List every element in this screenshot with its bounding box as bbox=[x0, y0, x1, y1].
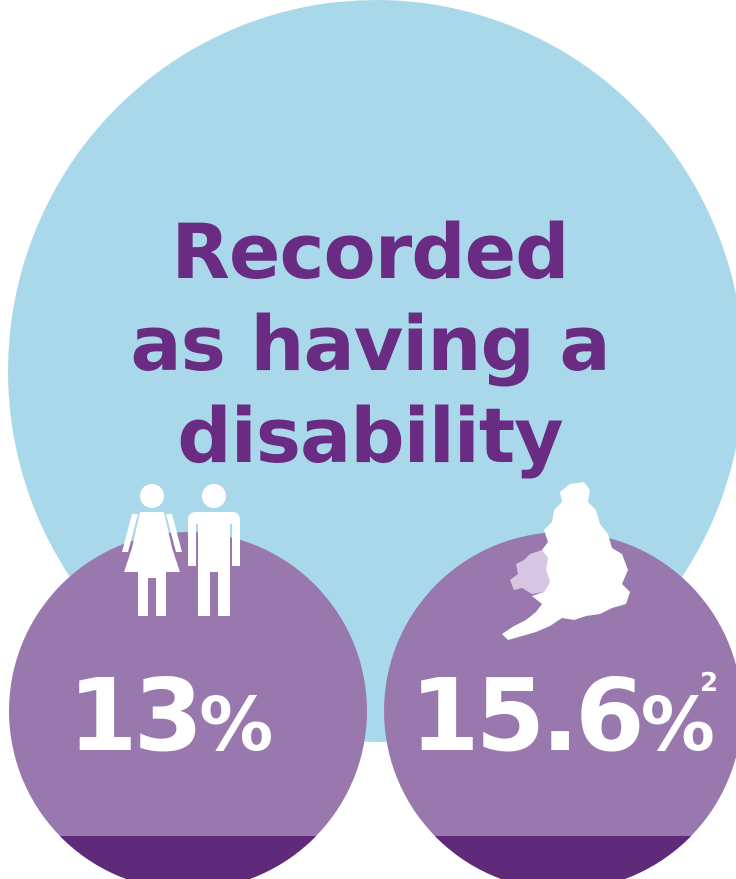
people-icon bbox=[122, 484, 240, 616]
percent-sign: % bbox=[199, 682, 274, 768]
headline-line-3: disability bbox=[177, 391, 563, 480]
headline-line-2: as having a bbox=[130, 299, 610, 388]
stat-circle-left bbox=[9, 532, 367, 879]
footnote-superscript: 2 bbox=[700, 668, 719, 698]
stat-circle-base bbox=[9, 836, 367, 879]
percent-sign: % bbox=[640, 682, 715, 768]
england-wales-map-icon bbox=[502, 482, 630, 640]
stat-number: 15.6 bbox=[410, 657, 645, 774]
stat-circle-base bbox=[384, 836, 736, 879]
stat-number: 13 bbox=[68, 657, 203, 774]
headline: Recorded as having a disability bbox=[60, 206, 680, 482]
stat-value-left: 13% bbox=[68, 666, 273, 775]
headline-line-1: Recorded bbox=[171, 207, 569, 296]
stat-value-right: 15.6% bbox=[410, 666, 715, 775]
